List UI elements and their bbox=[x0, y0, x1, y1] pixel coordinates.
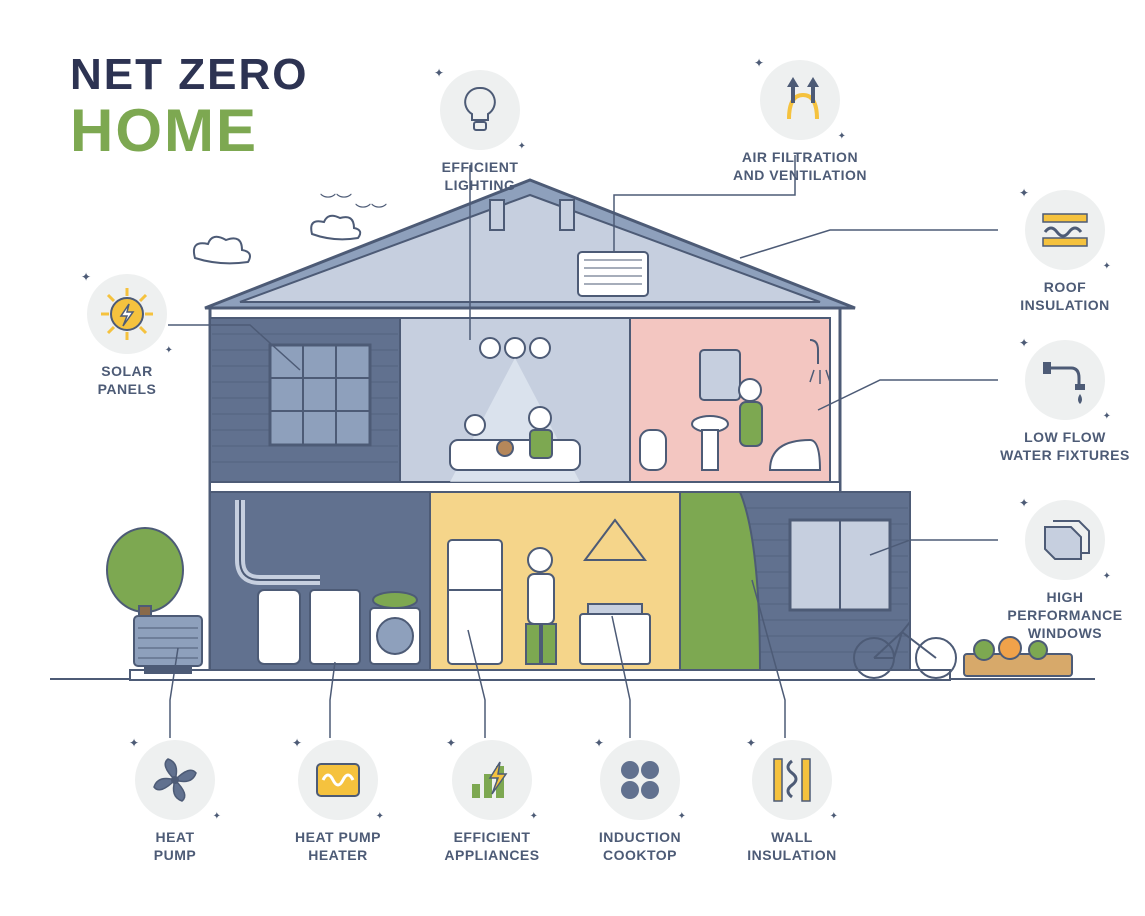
callout-label: EFFICIENTLIGHTING bbox=[420, 158, 540, 194]
callout-windows: HIGH PERFORMANCEWINDOWS bbox=[1000, 500, 1130, 643]
callout-appliances: EFFICIENTAPPLIANCES bbox=[432, 740, 552, 864]
air-arrows-icon bbox=[760, 60, 840, 140]
title: NET ZERO HOME bbox=[70, 50, 308, 165]
callout-label: ROOF INSULATION bbox=[1000, 278, 1130, 314]
callout-label: INDUCTIONCOOKTOP bbox=[580, 828, 700, 864]
callout-label: SOLARPANELS bbox=[72, 362, 182, 398]
lightbulb-icon bbox=[440, 70, 520, 150]
insulation-vertical-icon bbox=[752, 740, 832, 820]
callout-hp-heater: HEAT PUMPHEATER bbox=[278, 740, 398, 864]
title-line2: HOME bbox=[70, 96, 308, 165]
callout-heat-pump: HEATPUMP bbox=[120, 740, 230, 864]
callout-label: HEAT PUMPHEATER bbox=[278, 828, 398, 864]
planter-icon bbox=[960, 636, 1080, 680]
callout-air: AIR FILTRATIONAND VENTILATION bbox=[720, 60, 880, 184]
cloud-icon bbox=[180, 230, 260, 270]
callout-lighting: EFFICIENTLIGHTING bbox=[420, 70, 540, 194]
four-dots-icon bbox=[600, 740, 680, 820]
bird-icon: ︶︶ bbox=[355, 198, 387, 222]
fan-icon bbox=[135, 740, 215, 820]
coil-heat-icon bbox=[298, 740, 378, 820]
callout-water: LOW FLOWWATER FIXTURES bbox=[1000, 340, 1130, 464]
callout-label: LOW FLOWWATER FIXTURES bbox=[1000, 428, 1130, 464]
bars-bolt-icon bbox=[452, 740, 532, 820]
heat-pump-unit-icon bbox=[130, 608, 210, 680]
bicycle-icon bbox=[850, 614, 960, 680]
callout-induction: INDUCTIONCOOKTOP bbox=[580, 740, 700, 864]
callout-wall-insulation: WALLINSULATION bbox=[732, 740, 852, 864]
callout-label: WALLINSULATION bbox=[732, 828, 852, 864]
callout-label: AIR FILTRATIONAND VENTILATION bbox=[720, 148, 880, 184]
callout-solar: SOLARPANELS bbox=[72, 274, 182, 398]
sun-bolt-icon bbox=[87, 274, 167, 354]
windows-icon bbox=[1025, 500, 1105, 580]
callout-label: HIGH PERFORMANCEWINDOWS bbox=[1000, 588, 1130, 643]
insulation-horizontal-icon bbox=[1025, 190, 1105, 270]
faucet-icon bbox=[1025, 340, 1105, 420]
bird-icon: ︶︶ bbox=[320, 188, 352, 212]
callout-label: HEATPUMP bbox=[120, 828, 230, 864]
callout-label: EFFICIENTAPPLIANCES bbox=[432, 828, 552, 864]
title-line1: NET ZERO bbox=[70, 50, 308, 100]
callout-roof-insulation: ROOF INSULATION bbox=[1000, 190, 1130, 314]
